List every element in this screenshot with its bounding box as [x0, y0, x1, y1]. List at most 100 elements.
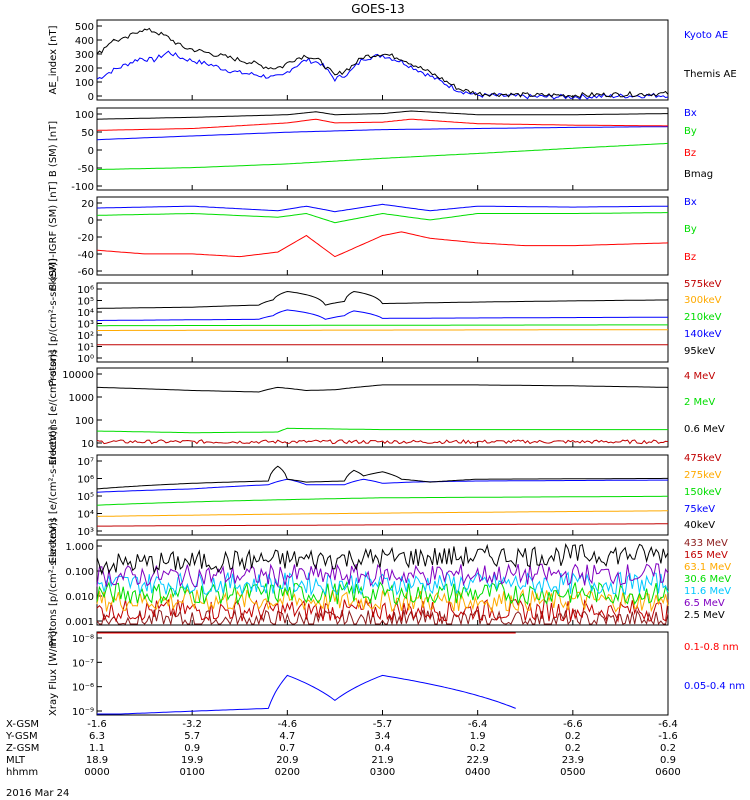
y-tick-label: 0.001 [65, 617, 94, 628]
x-axis-tick-label: 3.4 [375, 731, 391, 742]
x-axis-tick-label: -1.6 [658, 731, 678, 742]
legend-label: Kyoto AE [684, 30, 728, 41]
legend-label: Bz [684, 148, 696, 159]
panel-7: 1.000 0.100 0.010 0.001 Protons [p/(cm²-s-sr… [48, 518, 731, 646]
legend-label: Bz [684, 252, 696, 263]
y-tick-label: 0 [88, 146, 94, 157]
x-axis-tick-label: 0.4 [375, 743, 391, 754]
x-axis-tick-label: 0000 [84, 767, 109, 778]
x-axis-tick-label: 0.2 [470, 743, 486, 754]
legend-label: 433 MeV [684, 538, 728, 549]
y-tick-label: 0 [88, 216, 94, 227]
x-axis-tick-label: 0.9 [660, 755, 676, 766]
panel-6: 10⁷ 10⁶ 10⁵ 10⁴ 10³ Electrons [e/(cm²-s-sr-ke… [48, 426, 722, 563]
y-tick-label: 100 [75, 110, 94, 121]
y-tick-label: 20 [81, 199, 94, 210]
panel-frame [96, 367, 669, 448]
x-axis-tick-label: 23.9 [562, 755, 584, 766]
x-axis-tick-label: 0300 [370, 767, 395, 778]
y-axis-label: Protons [p/(cm²-s-sr-keV)] [48, 518, 59, 646]
series-line-6-5-mev [96, 563, 669, 588]
series-line-210kev [97, 324, 668, 327]
y-tick-label: -100 [71, 182, 94, 193]
x-axis-tick-label: 0.2 [660, 743, 676, 754]
x-axis-row-label: hhmm [6, 767, 38, 778]
x-axis-tick-label: 0100 [179, 767, 204, 778]
y-tick-label: 1.000 [65, 542, 94, 553]
y-axis-label: AE_index [nT] [48, 25, 59, 94]
y-tick-label: 10³ [77, 527, 94, 538]
y-axis-label: Electrons [e/(cm²-s-sr-keV)] [48, 426, 59, 563]
legend-label: 0.05-0.4 nm [684, 681, 745, 692]
series-line-by [96, 212, 668, 224]
y-tick-label: 10⁴ [77, 510, 94, 521]
x-axis-tick-label: 19.9 [181, 755, 203, 766]
legend-label: 140keV [684, 329, 722, 340]
legend-label: By [684, 224, 697, 235]
x-axis-tick-label: 1.9 [470, 731, 486, 742]
x-axis-tick-label: 1.1 [89, 743, 105, 754]
x-axis-row-label: MLT [6, 755, 26, 766]
x-axis-tick-label: 0200 [275, 767, 300, 778]
legend-label: 0.1-0.8 nm [684, 642, 739, 653]
x-axis-tick-label: -3.2 [182, 719, 202, 730]
series-line-2-5-mev [96, 542, 669, 576]
y-tick-label: 500 [75, 22, 94, 33]
x-axis-tick-label: 0400 [465, 767, 490, 778]
series-line-kyoto-ae [96, 50, 669, 100]
panel-frame [96, 454, 669, 536]
legend-label: 275keV [684, 470, 722, 481]
y-tick-label: 10⁵ [77, 492, 94, 503]
y-tick-label: -20 [78, 233, 94, 244]
legend-label: 575keV [684, 279, 722, 290]
panel-1: 500 400 300 200 100 0 AE_index [nT] Kyoto AE The… [48, 19, 737, 103]
x-axis-tick-label: 22.9 [467, 755, 489, 766]
legend-label: 150keV [684, 487, 722, 498]
x-axis-row-label: Z-GSM [6, 743, 39, 754]
series-line-bx [97, 203, 668, 213]
series-line-bz [96, 118, 668, 131]
legend-label: 2.5 MeV [684, 610, 725, 621]
x-axis-tick-label: -1.6 [87, 719, 107, 730]
legend-label: 63.1 MeV [684, 562, 731, 573]
legend-label: Bx [684, 197, 697, 208]
series-line-300kev [97, 329, 668, 331]
y-tick-label: 200 [75, 64, 94, 75]
series-line-11-6-mev [96, 570, 669, 597]
y-tick-label: 10² [77, 331, 94, 342]
x-axis-table: X-GSMY-GSMZ-GSMMLThhmm-1.66.31.118.90000… [5, 719, 681, 778]
y-tick-label: 0 [88, 92, 94, 103]
series-line-150kev [96, 495, 668, 506]
series-line-0-6-mev [97, 384, 669, 393]
y-axis-label: B (SM) [nT] [48, 121, 59, 177]
x-axis-tick-label: -6.6 [563, 719, 583, 730]
series-line-bmag [96, 110, 668, 120]
legend-label: 210keV [684, 312, 722, 323]
series-line-by [97, 142, 669, 170]
series-line-165-mev [96, 598, 669, 623]
y-tick-label: 10⁶ [77, 475, 94, 486]
series-line-433-mev [96, 609, 669, 626]
x-axis-tick-label: -4.6 [278, 719, 298, 730]
panel-8: 10⁻⁸ 10⁻⁷ 10⁻⁶ 10⁻⁹ Xray Flux [W/m²] 0.1-0.8 … [48, 631, 745, 718]
x-axis-tick-label: 0.2 [565, 731, 581, 742]
x-axis-tick-label: 4.7 [279, 731, 295, 742]
y-tick-label: 10⁰ [77, 354, 94, 365]
y-tick-label: 10³ [77, 320, 94, 331]
x-axis-tick-label: 5.7 [184, 731, 200, 742]
series-line-275kev [97, 510, 668, 517]
legend-label: Themis AE [683, 69, 737, 80]
series-line-bx [96, 126, 669, 141]
series-line-75kev [96, 478, 668, 493]
legend-label: 30.6 MeV [684, 574, 731, 585]
y-tick-label: 10⁻⁶ [72, 683, 94, 694]
y-tick-label: -40 [78, 250, 94, 261]
series-line-2-mev [97, 427, 668, 434]
y-tick-label: 1000 [69, 393, 94, 404]
legend-label: 0.6 MeV [684, 424, 725, 435]
date-label: 2016 Mar 24 [6, 788, 69, 799]
panel-frame [96, 107, 669, 191]
y-tick-label: 50 [81, 128, 94, 139]
series-line-40kev [96, 465, 668, 490]
